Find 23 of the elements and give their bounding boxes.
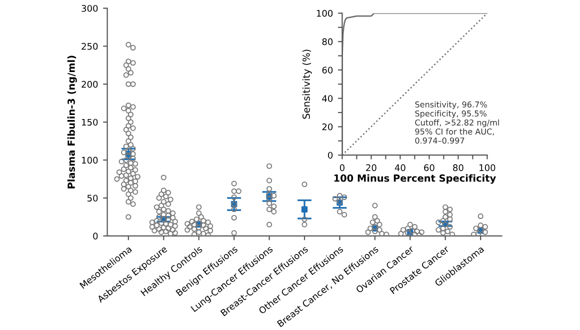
y-tick-label: 300 bbox=[82, 4, 98, 12]
y-tick-label: 0 bbox=[328, 152, 333, 159]
y-tick-label: 60 bbox=[322, 66, 333, 74]
y-tick-label: 20 bbox=[322, 123, 333, 130]
y-tick-label: 80 bbox=[322, 38, 333, 46]
y-tick-label: 50 bbox=[87, 194, 98, 202]
y-tick-label: 100 bbox=[316, 10, 333, 17]
x-tick-label: 60 bbox=[424, 164, 434, 172]
y-tick-label: 100 bbox=[82, 156, 98, 164]
y-tick-label: 0 bbox=[93, 232, 98, 240]
x-tick-label: 100 bbox=[480, 164, 496, 172]
y-tick-label: 200 bbox=[82, 80, 98, 88]
x-tick-label: 20 bbox=[366, 164, 376, 172]
x-axis-title: 100 Minus Percent Specificity bbox=[334, 174, 496, 184]
x-tick-label: 80 bbox=[453, 164, 464, 172]
x-tick-label: 0 bbox=[340, 164, 344, 172]
y-axis-title: Sensitivity (%) bbox=[302, 50, 312, 119]
y-tick-label: 150 bbox=[82, 118, 98, 126]
y-axis-title: Plasma Fibulin-3 (ng/ml) bbox=[67, 56, 77, 188]
annotation: Sensitivity, 96.7% Specificity, 95.5% Cutoff, >52.82 ng/ml 95% CI for the AUC, 0.974–0.997 bbox=[415, 101, 499, 144]
y-tick-label: 250 bbox=[82, 42, 98, 50]
x-tick-label: 40 bbox=[394, 164, 406, 172]
y-tick-label: 40 bbox=[322, 95, 333, 102]
